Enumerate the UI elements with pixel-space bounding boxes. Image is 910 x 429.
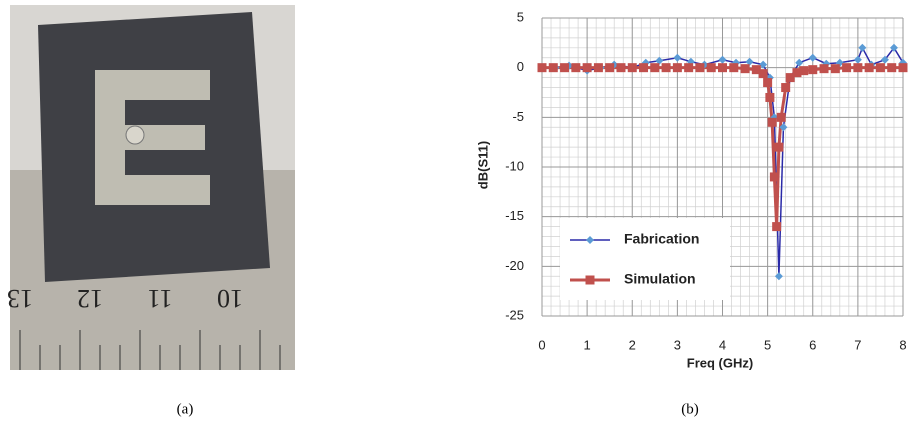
caption: (b) <box>681 401 699 417</box>
y-tick-label: -10 <box>505 158 524 173</box>
y-tick-label: 0 <box>517 59 524 74</box>
marker <box>662 63 671 72</box>
ruler-label: 10 <box>217 284 243 313</box>
x-tick-label: 8 <box>899 337 906 352</box>
marker <box>842 63 851 72</box>
marker <box>718 63 727 72</box>
marker <box>673 63 682 72</box>
marker <box>774 143 783 152</box>
marker <box>594 63 603 72</box>
ruler-label: 11 <box>147 284 172 313</box>
marker <box>560 63 569 72</box>
marker <box>741 64 750 73</box>
chart: 0 1 2 3 4 5 6 7 8 -25 -20 -15 -10 -5 0 5 Freq (GHz) dB(… <box>475 9 907 370</box>
x-tick-label: 6 <box>809 337 816 352</box>
connector <box>126 126 144 144</box>
x-tick-label: 3 <box>674 337 681 352</box>
marker <box>854 56 862 64</box>
marker <box>795 59 803 67</box>
marker <box>586 276 595 285</box>
marker <box>639 63 648 72</box>
marker <box>808 65 817 74</box>
marker <box>650 63 659 72</box>
marker <box>673 54 681 62</box>
x-tick-label: 4 <box>719 337 726 352</box>
marker <box>538 63 547 72</box>
x-tick-label: 5 <box>764 337 771 352</box>
marker <box>763 78 772 87</box>
legend-label: Fabrication <box>624 231 699 247</box>
marker <box>820 64 829 73</box>
marker <box>777 113 786 122</box>
y-tick-label: -15 <box>505 208 524 223</box>
y-tick-label: -5 <box>512 109 524 124</box>
marker <box>853 63 862 72</box>
photo: 13 12 11 10 <box>7 5 295 370</box>
figure: 13121110 (a) (b) 012345678-25-20-15-10-5… <box>0 0 910 429</box>
marker <box>887 63 896 72</box>
marker <box>695 63 704 72</box>
x-tick-label: 0 <box>538 337 545 352</box>
marker <box>768 118 777 127</box>
marker <box>707 63 716 72</box>
legend-label: Simulation <box>624 271 696 287</box>
caption: (a) <box>177 401 194 417</box>
marker <box>684 63 693 72</box>
marker <box>799 66 808 75</box>
marker <box>781 83 790 92</box>
marker <box>831 64 840 73</box>
marker <box>899 63 908 72</box>
marker <box>858 44 866 52</box>
marker <box>772 222 781 231</box>
marker <box>571 63 580 72</box>
marker <box>876 63 885 72</box>
x-tick-label: 2 <box>629 337 636 352</box>
marker <box>759 69 768 78</box>
y-tick-label: 5 <box>517 9 524 24</box>
x-tick-label: 7 <box>854 337 861 352</box>
e-patch <box>95 70 210 205</box>
x-axis-label: Freq (GHz) <box>687 355 753 370</box>
ruler-label: 13 <box>7 284 33 313</box>
y-tick-label: -20 <box>505 258 524 273</box>
marker <box>719 56 727 64</box>
marker <box>809 54 817 62</box>
marker <box>616 63 625 72</box>
x-tick-label: 1 <box>584 337 591 352</box>
marker <box>775 272 783 280</box>
marker <box>770 172 779 181</box>
marker <box>765 93 774 102</box>
ruler-label: 12 <box>77 284 103 313</box>
y-axis-label: dB(S11) <box>475 141 490 189</box>
marker <box>729 63 738 72</box>
marker <box>583 63 592 72</box>
marker <box>605 63 614 72</box>
marker <box>549 63 558 72</box>
marker <box>628 63 637 72</box>
y-tick-label: -25 <box>505 307 524 322</box>
marker <box>865 63 874 72</box>
